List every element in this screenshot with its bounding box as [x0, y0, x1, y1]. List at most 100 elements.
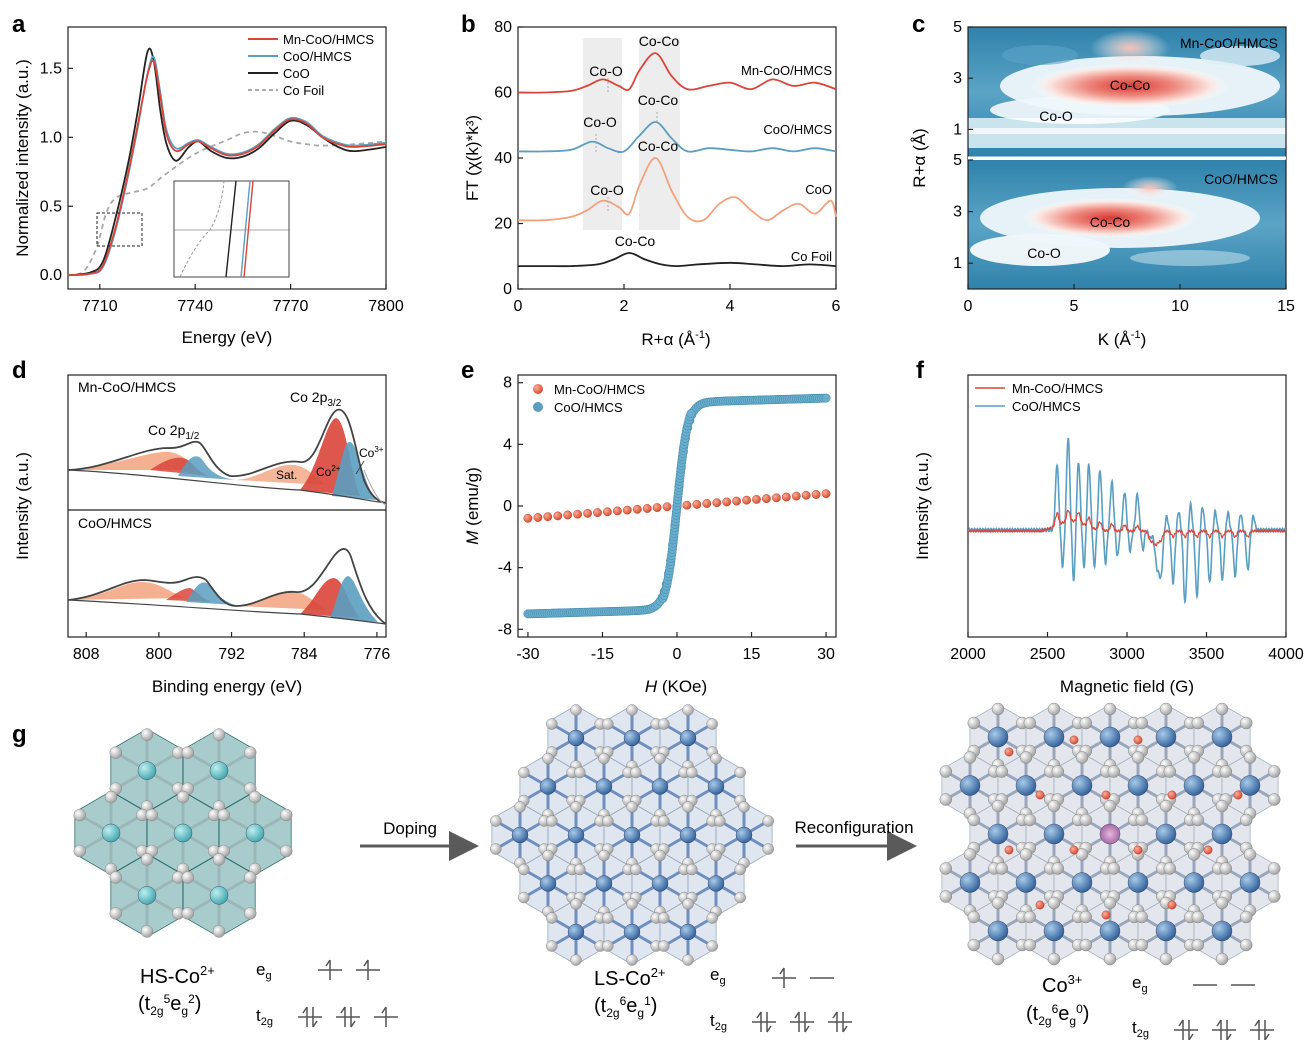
oxygen-atom [1135, 716, 1149, 730]
oxygen-red-atom [1101, 790, 1111, 800]
oxygen-atom [734, 863, 746, 876]
spin-up-arrow [794, 1011, 800, 1032]
oxygen-red-atom [1004, 747, 1014, 757]
oxygen-atom [546, 912, 558, 924]
oxygen-atom [738, 801, 750, 813]
inset-coo [225, 180, 237, 278]
oxygen-atom [706, 940, 718, 952]
oxygen-atom [1239, 938, 1253, 952]
panel-d: d 808 800 792 784 776 Mn-CoO/HMCS [12, 357, 390, 696]
oxygen-atom [546, 940, 558, 952]
oxygen-atom [630, 863, 642, 876]
cobalt-atom [1155, 823, 1177, 845]
x-axis-label: Magnetic field (G) [1060, 677, 1194, 696]
oxygen-atom [682, 801, 694, 813]
state-name: HS-Co2+ [140, 963, 215, 988]
oxygen-atom [1047, 799, 1061, 813]
cobalt-atom [173, 823, 193, 843]
oxygen-atom [991, 952, 1005, 966]
spin-down-arrow [842, 1012, 848, 1033]
cobalt-atom [1211, 920, 1233, 942]
cobalt-atom [1155, 726, 1177, 748]
oxygen-atom [1267, 890, 1281, 903]
oxygen-atom [140, 728, 154, 741]
x-tick-label: -15 [591, 646, 614, 663]
cobalt-atom [623, 826, 641, 844]
data-point-mn [732, 496, 741, 506]
x-tick-label: 2500 [1030, 646, 1066, 663]
data-point-mn [791, 491, 801, 501]
spin-up-arrow [302, 1006, 308, 1027]
series-line [517, 52, 837, 94]
oxygen-atom [714, 815, 726, 827]
y-tick-label: 3 [953, 70, 962, 87]
data-point-mn [772, 493, 781, 503]
oxygen-atom [570, 954, 582, 966]
oxygen-atom [1163, 862, 1177, 875]
cobalt-atom [209, 886, 229, 905]
spin-up-arrow [779, 967, 785, 988]
legend-mn: Mn-CoO/HMCS [554, 382, 645, 397]
oxygen-atom [1239, 813, 1253, 827]
inset-foil [179, 180, 225, 278]
y-tick-label: 5 [953, 19, 962, 36]
legend-coo-hmcs: CoO/HMCS [283, 49, 352, 64]
oxygen-atom [598, 752, 610, 765]
oxygen-atom [682, 954, 694, 966]
oxygen-atom [145, 808, 159, 822]
x-tick-label: 3500 [1189, 646, 1225, 663]
oxygen-atom [1079, 716, 1093, 730]
y-tick-label: 80 [494, 19, 512, 36]
oxygen-atom [939, 765, 953, 778]
oxygen-atom [1051, 765, 1065, 778]
cobalt-atom [1127, 872, 1149, 893]
series-group [968, 437, 1286, 605]
oxygen-atom [514, 801, 526, 813]
cobalt-atom [567, 923, 585, 941]
x-tick-label: 7800 [368, 298, 404, 315]
series-label: CoO/HMCS [763, 122, 832, 137]
x-tick-label: 0 [673, 646, 682, 663]
oxygen-atom [574, 766, 586, 779]
oxygen-atom [73, 844, 87, 858]
x-tick-label: 2000 [950, 646, 986, 663]
data-point-mn [722, 497, 732, 507]
oxygen-atom [574, 863, 586, 876]
oxygen-atom [658, 940, 670, 952]
map-label: Mn-CoO/HMCS [1180, 35, 1278, 51]
series-label: Co Foil [791, 249, 832, 264]
oxygen-atom [602, 940, 614, 952]
cobalt-atom [1211, 823, 1233, 845]
spin-up-arrow [381, 1006, 387, 1027]
data-point-mn [642, 504, 652, 513]
spectrum-label: Mn-CoO/HMCS [78, 379, 176, 395]
x-axis-label: Binding energy (eV) [152, 677, 302, 696]
axis-ticks: 808 800 792 784 776 [73, 632, 390, 663]
t2g-label: t2g [256, 1006, 273, 1028]
oxygen-atom [706, 912, 718, 924]
panel-f: f 2000 2500 3000 3500 4000 Mn-CoO/HMCS CoO/H… [913, 357, 1304, 696]
peak-label: Co-O [590, 182, 624, 198]
oxygen-atom [1103, 799, 1117, 813]
ls-co-structure [490, 704, 774, 966]
y-tick-label: 0 [503, 498, 512, 515]
data-point-mn [613, 506, 622, 516]
series-line [518, 252, 837, 268]
y-tick-label: 60 [494, 85, 512, 102]
oxygen-atom [686, 863, 698, 876]
heatmap-bottom [968, 160, 1286, 289]
x-tick-label: 0 [964, 298, 973, 315]
oxygen-atom [939, 890, 953, 903]
eg-label: eg [1132, 973, 1148, 995]
oxygen-atom [967, 938, 981, 952]
oxygen-atom [1191, 938, 1205, 952]
x-tick-label: 2 [620, 298, 629, 315]
cobalt-atom [1183, 775, 1205, 796]
cobalt-atom [137, 761, 157, 780]
legend: Mn-CoO/HMCS CoO/HMCS [533, 382, 645, 415]
oxygen-atom [490, 843, 502, 855]
cobalt-atom [679, 923, 697, 941]
cobalt-atom [595, 875, 613, 892]
oxygen-atom [1047, 702, 1061, 716]
